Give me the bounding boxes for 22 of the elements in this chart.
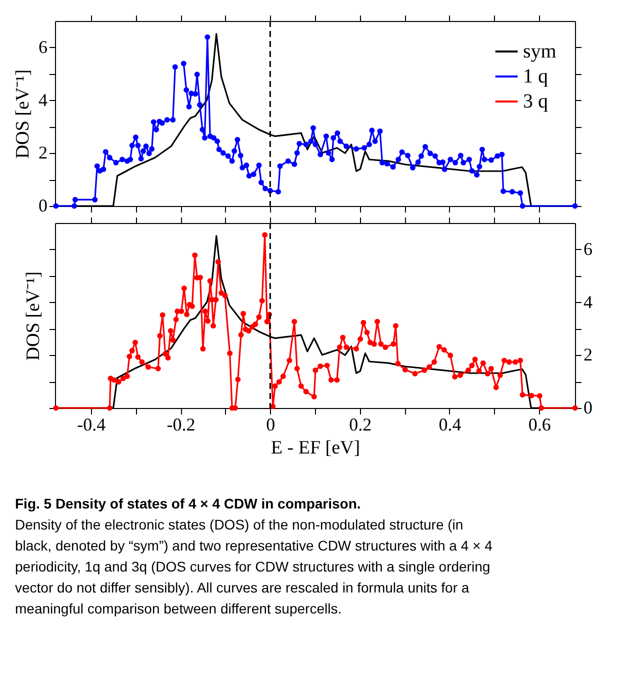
y-tick-label: 4	[38, 90, 48, 110]
y2-tick-label: 6	[584, 238, 592, 259]
x-tick-label: 0.4	[438, 414, 462, 434]
x-axis-title: E - EF [eV]	[270, 438, 360, 458]
y2-tick-label: 2	[584, 344, 592, 365]
y2-tick-label: 4	[584, 292, 592, 312]
y-tick-label: 6	[38, 36, 48, 57]
x-tick-label: -0.4	[77, 414, 106, 434]
caption: Fig. 5 Density of states of 4 × 4 CDW in comparison.	[15, 496, 361, 512]
x-tick-label: 0.2	[349, 414, 372, 434]
x-tick-label: 0.6	[528, 414, 551, 434]
legend-label: 3 q	[523, 90, 548, 112]
legend-label: 1 q	[523, 66, 548, 88]
x-tick-label: -0.2	[166, 414, 196, 434]
legend-label: sym	[523, 40, 557, 62]
y-tick-label: 0	[38, 196, 48, 216]
y-axis-title: DOS [eV⁻¹]	[12, 69, 34, 159]
y-tick-label: 2	[38, 142, 48, 163]
y-axis-title: DOS [eV⁻¹]	[23, 271, 44, 361]
x-tick-label: 0	[266, 414, 276, 434]
text: Density of the electronic states (DOS) of the non-modulated structure (in black, denoted by “sym”) and two representative CDW structures with a 4 × 4 periodicity, 1q and 3q (DOS curves for CDW structures with a single ordering vector do not differ sensibly). All curves are rescaled in formula units for a meaningful comparison between different supercells.	[15, 516, 493, 616]
y2-tick-label: 0	[584, 398, 592, 418]
